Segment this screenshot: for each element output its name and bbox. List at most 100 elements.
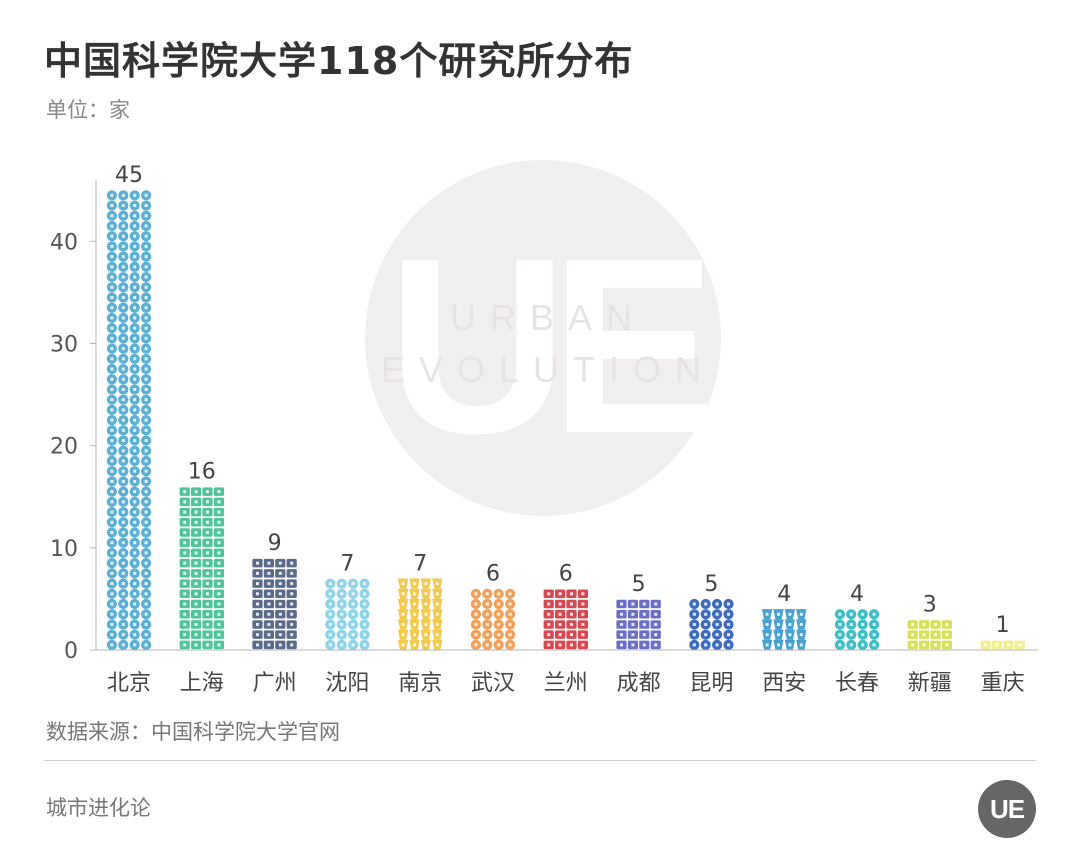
watermark-logo: UE URBAN EVOLUTION xyxy=(365,160,725,516)
pictogram-icon-detail xyxy=(497,612,501,616)
pictogram-icon-detail xyxy=(328,592,332,596)
pictogram-icon-detail xyxy=(133,612,137,616)
pictogram-icon-detail xyxy=(133,244,137,248)
pictogram-icon-detail xyxy=(547,643,551,647)
pictogram-icon-detail xyxy=(872,612,876,616)
pictogram-icon-detail xyxy=(206,592,209,596)
pictogram-icon-detail xyxy=(133,622,137,626)
pictogram-icon-detail xyxy=(110,622,114,626)
pictogram-icon-detail xyxy=(838,612,842,616)
pictogram-icon-detail xyxy=(144,510,148,514)
pictogram-icon-detail xyxy=(133,510,137,514)
pictogram-icon-detail xyxy=(144,520,148,524)
pictogram-icon-detail xyxy=(413,592,416,596)
y-tick-label: 10 xyxy=(50,537,78,562)
pictogram-icon-detail xyxy=(849,633,853,637)
pictogram-icon-detail xyxy=(133,561,137,565)
pictogram-icon-detail xyxy=(424,592,428,596)
pictogram-icon-detail xyxy=(110,265,114,269)
unit-label: 单位：家 xyxy=(46,98,130,122)
pictogram-icon-detail xyxy=(194,643,198,647)
pictogram-icon-detail xyxy=(121,531,125,534)
pictogram-icon-detail xyxy=(110,531,114,534)
pictogram-icon-detail xyxy=(121,367,125,371)
pictogram-icon-detail xyxy=(110,602,114,606)
pictogram-icon-detail xyxy=(692,633,696,637)
pictogram-icon-detail xyxy=(715,622,719,626)
pictogram-icon-detail xyxy=(934,622,937,626)
pictogram-icon-detail xyxy=(144,244,148,248)
pictogram-icon-detail xyxy=(121,449,125,453)
bar-昆明: 5 xyxy=(689,572,734,650)
pictogram-icon-detail xyxy=(133,500,137,504)
pictogram-icon-detail xyxy=(133,316,137,320)
pictogram-icon-detail xyxy=(424,582,428,586)
pictogram-icon-detail xyxy=(121,612,125,616)
pictogram-icon-detail xyxy=(922,622,926,626)
pictogram-icon-detail xyxy=(206,633,209,637)
pictogram-icon-detail xyxy=(110,490,114,494)
pictogram-icon-detail xyxy=(183,531,187,534)
pictogram-icon-detail xyxy=(194,592,198,596)
pictogram-icon-detail xyxy=(485,602,489,606)
pictogram-icon-detail xyxy=(704,612,708,616)
pictogram-icon-detail xyxy=(206,500,209,504)
pictogram-icon-detail xyxy=(838,633,842,637)
pictogram-icon-detail xyxy=(144,633,148,637)
pictogram-icon-detail xyxy=(620,602,623,606)
data-label: 5 xyxy=(632,572,646,597)
pictogram-icon-detail xyxy=(631,622,635,626)
pictogram-icon-detail xyxy=(413,622,416,626)
pictogram-icon-detail xyxy=(133,531,137,534)
pictogram-icon-detail xyxy=(290,582,294,586)
pictogram-icon-detail xyxy=(217,520,221,524)
pictogram-icon-detail xyxy=(110,561,114,565)
pictogram-icon-detail xyxy=(110,398,114,402)
pictogram-icon-detail xyxy=(290,633,294,637)
pictogram-icon-detail xyxy=(217,582,221,586)
pictogram-icon-detail xyxy=(133,479,137,483)
pictogram-icon-detail xyxy=(121,602,125,606)
pictogram-icon-detail xyxy=(911,633,915,637)
pictogram-icon-detail xyxy=(508,643,512,647)
pictogram-icon-detail xyxy=(631,602,635,606)
pictogram-icon-detail xyxy=(183,510,187,514)
pictogram-icon-detail xyxy=(110,418,114,422)
pictogram-icon-detail xyxy=(290,612,294,616)
pictogram-icon-detail xyxy=(121,622,125,626)
pictogram-icon-detail xyxy=(278,612,282,616)
pictogram-icon-detail xyxy=(872,622,876,626)
pictogram-icon-detail xyxy=(144,285,148,289)
pictogram-icon-detail xyxy=(995,643,999,647)
pictogram-icon-detail xyxy=(133,336,137,340)
pictogram-icon-detail xyxy=(121,357,125,361)
pictogram-icon-detail xyxy=(704,602,708,606)
pictogram-icon-detail xyxy=(581,602,585,606)
pictogram-icon-detail xyxy=(692,622,696,626)
pictogram-icon-detail xyxy=(110,439,114,443)
pictogram-icon-detail xyxy=(144,643,148,647)
pictogram-icon-detail xyxy=(217,510,221,514)
pictogram-icon-detail xyxy=(424,622,428,626)
x-tick-label: 沈阳 xyxy=(325,671,369,696)
pictogram-icon-detail xyxy=(183,602,187,606)
pictogram-icon-detail xyxy=(620,612,623,616)
pictogram-icon-detail xyxy=(183,500,187,504)
pictogram-icon-detail xyxy=(183,612,187,616)
pictogram-icon-detail xyxy=(133,439,137,443)
pictogram-icon-detail xyxy=(133,643,137,647)
pictogram-icon-detail xyxy=(121,306,125,310)
pictogram-icon-detail xyxy=(777,622,780,626)
pictogram-icon-detail xyxy=(620,633,623,637)
pictogram-icon-detail xyxy=(558,612,562,616)
pictogram-icon-detail xyxy=(934,643,937,647)
pictogram-icon-detail xyxy=(777,643,780,647)
pictogram-icon-detail xyxy=(413,633,416,637)
pictogram-icon-detail xyxy=(922,633,926,637)
pictogram-icon-detail xyxy=(861,612,865,616)
pictogram-icon-detail xyxy=(435,612,439,616)
pictogram-icon-detail xyxy=(497,633,501,637)
pictogram-icon-detail xyxy=(692,643,696,647)
pictogram-icon-detail xyxy=(547,622,551,626)
pictogram-icon-detail xyxy=(424,643,428,647)
